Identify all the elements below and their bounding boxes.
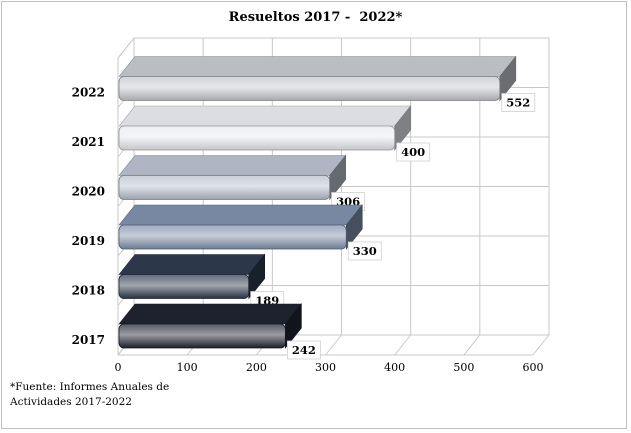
value-label-box — [396, 142, 431, 162]
bar-2018 — [118, 253, 266, 300]
bar-top-face — [118, 303, 303, 325]
y-tick-label: 2019 — [72, 234, 105, 248]
x-tick-label: 300 — [315, 361, 336, 374]
bar-front-face — [118, 224, 347, 250]
floor-gridline — [325, 334, 342, 356]
floor-gridline — [532, 334, 550, 356]
bar-front-face — [118, 125, 396, 151]
footnote-line-2: Actividades 2017-2022 — [10, 396, 132, 408]
source-footnote: *Fuente: Informes Anuales de Actividades… — [10, 380, 169, 410]
y-tick-label: 2017 — [72, 333, 105, 347]
bar-2017 — [118, 303, 303, 349]
value-label: 330 — [353, 244, 377, 258]
bar-2019 — [118, 204, 363, 250]
value-label: 242 — [292, 343, 316, 357]
floor-gridline — [394, 334, 412, 356]
footnote-line-1: *Fuente: Informes Anuales de — [10, 381, 170, 393]
value-label: 400 — [401, 145, 425, 159]
left-wall-gridline — [117, 37, 135, 59]
y-tick-label: 2018 — [72, 284, 105, 298]
bar-top-face — [118, 105, 412, 127]
x-tick-label: 600 — [523, 361, 544, 374]
x-tick-label: 200 — [246, 361, 267, 374]
x-tick-label: 500 — [453, 361, 474, 374]
bar-front-face — [118, 323, 286, 349]
bar-front-face — [118, 274, 250, 299]
bar-2022 — [118, 55, 517, 102]
y-tick-label: 2020 — [72, 185, 105, 199]
bar-2020 — [118, 154, 347, 201]
x-tick-label: 400 — [384, 361, 405, 374]
chart-title: Resueltos 2017 - 2022* — [228, 10, 403, 25]
bar-front-face — [118, 175, 331, 200]
bar-top-face — [118, 254, 266, 275]
y-tick-label: 2021 — [72, 135, 105, 149]
bar-top-face — [118, 56, 517, 77]
bar-front-face — [118, 76, 501, 101]
x-tick-label: 0 — [115, 361, 122, 374]
bar-top-face — [118, 204, 363, 226]
x-tick-label: 100 — [177, 361, 198, 374]
floor-gridline — [463, 334, 481, 356]
value-label-box — [501, 93, 536, 112]
y-tick-label: 2022 — [72, 86, 105, 100]
value-label: 552 — [506, 96, 530, 110]
value-label-box — [347, 241, 382, 261]
bar-top-face — [118, 155, 347, 176]
bar-2021 — [118, 105, 412, 151]
value-label-box — [286, 340, 321, 360]
